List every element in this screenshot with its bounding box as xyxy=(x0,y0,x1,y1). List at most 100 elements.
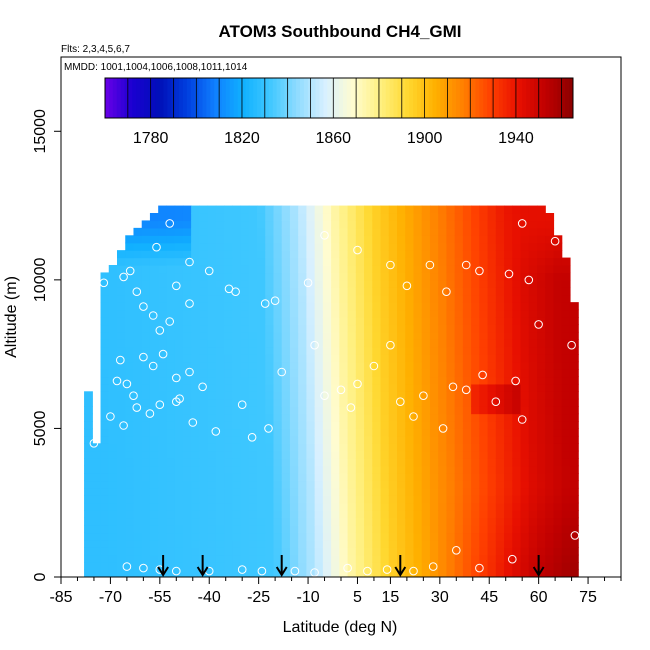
field-cell xyxy=(429,331,439,340)
field-cell xyxy=(479,480,489,489)
field-cell xyxy=(479,361,489,370)
field-cell xyxy=(504,242,513,251)
field-cell xyxy=(462,279,472,288)
field-cell xyxy=(561,391,571,400)
field-cell xyxy=(446,547,456,556)
colorbar-swatch xyxy=(276,78,281,118)
field-cell xyxy=(438,413,448,422)
field-cell xyxy=(528,294,538,303)
field-cell xyxy=(429,421,439,430)
field-cell xyxy=(462,532,472,541)
field-cell xyxy=(380,510,390,519)
field-cell xyxy=(207,495,217,504)
field-cell xyxy=(314,220,324,229)
field-cell xyxy=(289,294,299,303)
field-cell xyxy=(438,525,448,534)
field-cell xyxy=(454,450,464,459)
field-cell xyxy=(248,213,258,222)
field-cell xyxy=(405,287,415,296)
field-cell xyxy=(545,547,555,556)
field-cell xyxy=(413,369,423,378)
field-cell xyxy=(141,562,151,571)
field-cell xyxy=(364,250,373,259)
field-cell xyxy=(207,346,217,355)
field-cell xyxy=(537,331,546,340)
field-cell xyxy=(388,406,398,415)
field-cell xyxy=(479,331,489,340)
field-cell xyxy=(545,279,555,288)
field-cell xyxy=(224,391,233,400)
field-cell xyxy=(471,376,480,385)
field-cell xyxy=(133,473,143,482)
field-cell xyxy=(224,220,233,229)
field-cell xyxy=(339,294,349,303)
field-cell xyxy=(281,547,291,556)
field-cell xyxy=(141,227,151,236)
field-cell xyxy=(306,309,316,318)
field-cell xyxy=(289,398,299,407)
field-cell xyxy=(149,369,159,378)
field-cell xyxy=(512,443,522,452)
field-cell xyxy=(306,547,316,556)
x-tick-label: 15 xyxy=(382,589,400,606)
field-cell xyxy=(322,421,332,430)
field-cell xyxy=(322,220,332,229)
field-cell xyxy=(553,450,563,459)
field-cell xyxy=(495,435,505,444)
field-cell xyxy=(273,413,283,422)
field-cell xyxy=(397,502,406,511)
field-cell xyxy=(537,369,546,378)
field-cell xyxy=(166,317,176,326)
field-cell xyxy=(331,235,340,244)
field-cell xyxy=(248,369,258,378)
field-cell xyxy=(454,220,464,229)
field-cell xyxy=(545,220,555,229)
field-cell xyxy=(397,495,406,504)
field-cell xyxy=(207,480,217,489)
field-cell xyxy=(265,294,275,303)
field-cell xyxy=(520,302,530,311)
field-cell xyxy=(561,331,571,340)
field-cell xyxy=(446,502,456,511)
field-cell xyxy=(553,317,563,326)
field-cell xyxy=(397,383,406,392)
field-cell xyxy=(397,510,406,519)
field-cell xyxy=(380,324,390,333)
field-cell xyxy=(372,391,382,400)
field-cell xyxy=(199,361,209,370)
observation-point xyxy=(425,260,435,270)
field-cell xyxy=(232,346,242,355)
field-cell xyxy=(372,443,382,452)
field-cell xyxy=(364,383,373,392)
field-cell xyxy=(429,383,439,392)
field-cell xyxy=(149,317,159,326)
field-cell xyxy=(199,517,209,526)
field-cell xyxy=(182,383,192,392)
field-cell xyxy=(446,317,456,326)
field-cell xyxy=(182,406,192,415)
field-cell xyxy=(273,510,283,519)
field-cell xyxy=(339,554,349,563)
field-cell xyxy=(528,510,538,519)
field-cell xyxy=(347,361,357,370)
field-cell xyxy=(191,369,200,378)
field-cell xyxy=(528,250,538,259)
field-cell xyxy=(314,554,324,563)
field-cell xyxy=(438,376,448,385)
observation-point xyxy=(247,433,257,442)
field-cell xyxy=(545,324,555,333)
colorbar-swatch xyxy=(307,78,313,118)
field-cell xyxy=(487,421,497,430)
field-cell xyxy=(281,331,291,340)
field-cell xyxy=(471,309,480,318)
field-cell xyxy=(199,220,209,229)
field-cell xyxy=(479,428,489,437)
field-cell xyxy=(182,413,192,422)
field-cell xyxy=(512,517,522,526)
field-cell xyxy=(545,525,555,534)
field-cell xyxy=(117,339,126,348)
field-cell xyxy=(339,383,349,392)
field-cell xyxy=(215,317,225,326)
field-cell xyxy=(92,473,102,482)
field-cell xyxy=(347,302,357,311)
